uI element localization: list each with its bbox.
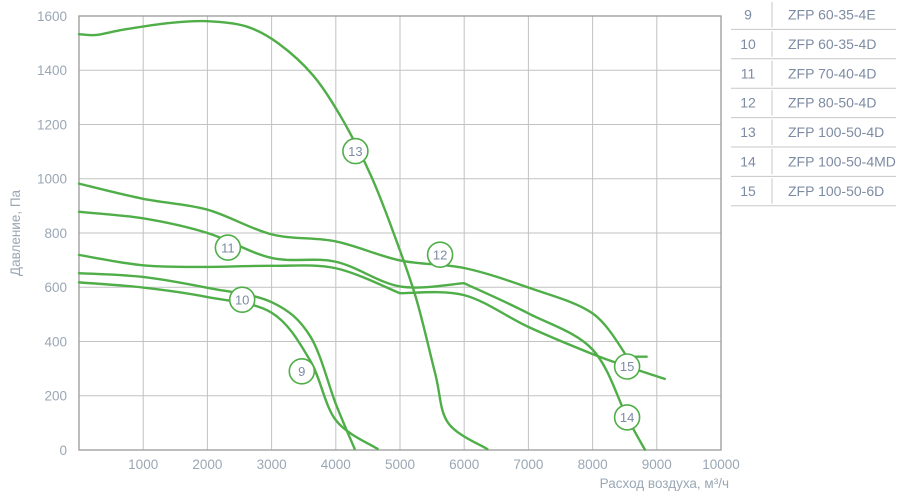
svg-text:3000: 3000: [257, 457, 287, 472]
svg-text:ZFP 60-35-4D: ZFP 60-35-4D: [788, 36, 876, 52]
svg-text:10: 10: [235, 292, 249, 307]
svg-text:400: 400: [44, 334, 67, 349]
svg-text:13: 13: [740, 124, 756, 140]
svg-text:13: 13: [348, 144, 362, 159]
svg-text:ZFP 70-40-4D: ZFP 70-40-4D: [788, 65, 876, 81]
svg-text:9: 9: [298, 364, 305, 379]
svg-text:15: 15: [620, 359, 634, 374]
svg-text:9: 9: [744, 7, 752, 23]
svg-text:ZFP 100-50-4D: ZFP 100-50-4D: [788, 124, 884, 140]
svg-text:11: 11: [741, 65, 756, 81]
svg-text:1000: 1000: [37, 172, 67, 187]
svg-text:1200: 1200: [37, 117, 67, 132]
svg-text:ZFP 80-50-4D: ZFP 80-50-4D: [788, 95, 876, 111]
svg-text:ZFP 100-50-6D: ZFP 100-50-6D: [788, 183, 884, 199]
svg-text:600: 600: [44, 280, 67, 295]
svg-text:14: 14: [620, 410, 634, 425]
svg-text:ZFP 60-35-4E: ZFP 60-35-4E: [788, 7, 876, 23]
svg-text:1400: 1400: [37, 63, 67, 78]
svg-text:5000: 5000: [385, 457, 415, 472]
svg-text:10000: 10000: [702, 457, 740, 472]
svg-text:2000: 2000: [192, 457, 222, 472]
svg-text:7000: 7000: [513, 457, 543, 472]
svg-text:11: 11: [221, 240, 235, 255]
svg-text:12: 12: [740, 95, 756, 111]
svg-text:1000: 1000: [128, 457, 158, 472]
svg-text:Давление, Па: Давление, Па: [8, 189, 23, 276]
svg-text:12: 12: [433, 247, 447, 262]
svg-text:800: 800: [44, 226, 67, 241]
svg-text:Расход воздуха, м³/ч: Расход воздуха, м³/ч: [600, 476, 729, 491]
svg-text:4000: 4000: [321, 457, 351, 472]
svg-text:8000: 8000: [578, 457, 608, 472]
svg-text:1600: 1600: [37, 9, 67, 24]
svg-text:15: 15: [740, 183, 756, 199]
svg-text:9000: 9000: [642, 457, 672, 472]
svg-text:14: 14: [740, 154, 756, 170]
svg-text:10: 10: [740, 36, 756, 52]
svg-text:6000: 6000: [449, 457, 479, 472]
svg-text:200: 200: [44, 389, 67, 404]
svg-text:0: 0: [59, 443, 67, 458]
svg-text:ZFP 100-50-4MD: ZFP 100-50-4MD: [788, 154, 896, 170]
